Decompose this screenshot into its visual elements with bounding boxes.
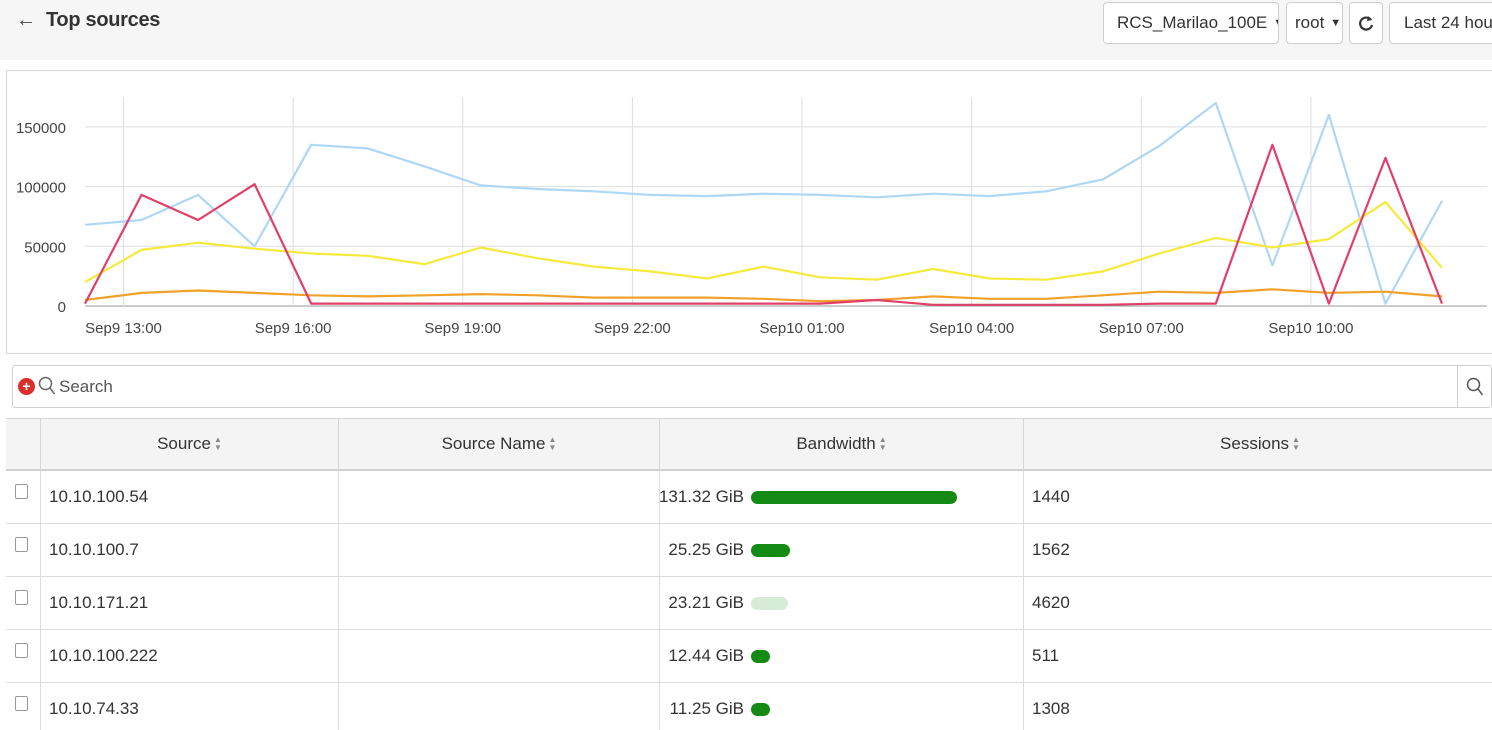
x-tick-label: Sep9 16:00	[255, 320, 332, 337]
row-checkbox[interactable]	[15, 589, 28, 605]
bandwidth-line-chart: 150000 100000 50000 0 Sep9 13:00 Sep9 16:00 Se…	[16, 97, 1487, 337]
time-range-selector[interactable]: Last 24 hou	[1389, 2, 1492, 44]
search-button[interactable]	[1457, 366, 1491, 407]
refresh-icon	[1359, 16, 1374, 31]
bandwidth-cell: 11.25 GiB	[660, 683, 1024, 730]
bandwidth-bar	[751, 543, 790, 557]
sort-icon: ▲ ▼	[1292, 435, 1300, 452]
row-select-cell	[6, 683, 41, 730]
source-cell: 10.10.100.7	[41, 524, 339, 576]
series-line	[84, 288, 1443, 303]
bandwidth-cell: 12.44 GiB	[660, 630, 1024, 682]
table-row[interactable]: 10.10.171.21 23.21 GiB 4620	[6, 577, 1492, 630]
search-icon	[38, 376, 56, 395]
series-line	[84, 143, 1444, 306]
column-header-sessions[interactable]: Sessions ▲ ▼	[1024, 419, 1492, 469]
bandwidth-value: 25.25 GiB	[668, 540, 744, 559]
column-header-source-name[interactable]: Source Name ▲ ▼	[339, 419, 660, 469]
search-bar: +	[12, 365, 1492, 408]
sessions-cell: 1308	[1032, 699, 1070, 718]
row-select-cell	[6, 471, 41, 523]
series-line	[84, 201, 1443, 284]
sessions-cell: 1562	[1032, 540, 1070, 559]
row-select-cell	[6, 524, 41, 576]
search-input[interactable]	[59, 372, 1409, 402]
source-cell: 10.10.74.33	[41, 683, 339, 730]
table-header: Source ▲ ▼ Source Name ▲ ▼ Bandwidth ▲ ▼ Se…	[6, 419, 1492, 471]
column-header-bandwidth[interactable]: Bandwidth ▲ ▼	[660, 419, 1024, 469]
series-line	[84, 101, 1443, 305]
bandwidth-cell: 23.21 GiB	[660, 577, 1024, 629]
bandwidth-value: 131.32 GiB	[658, 487, 744, 506]
x-tick-label: Sep10 04:00	[929, 320, 1014, 337]
source-name-cell	[339, 524, 660, 576]
table-row[interactable]: 10.10.100.222 12.44 GiB 511	[6, 630, 1492, 683]
sort-icon: ▲ ▼	[213, 435, 222, 452]
x-tick-label: Sep10 07:00	[1099, 320, 1184, 337]
bandwidth-cell: 131.32 GiB	[658, 471, 1024, 523]
time-range-label: Last 24 hou	[1404, 13, 1492, 32]
refresh-button[interactable]	[1349, 2, 1383, 44]
y-tick-label: 150000	[16, 120, 66, 137]
page-title: Top sources	[46, 9, 161, 31]
table-row[interactable]: 10.10.100.7 25.25 GiB 1562	[6, 524, 1492, 577]
bandwidth-chart-panel: 150000 100000 50000 0 Sep9 13:00 Sep9 16:00 Se…	[6, 70, 1492, 354]
caret-down-icon: ▼	[1273, 17, 1278, 29]
source-cell: 10.10.100.54	[41, 471, 339, 523]
x-tick-label: Sep10 10:00	[1268, 320, 1353, 337]
row-checkbox[interactable]	[15, 642, 28, 658]
caret-down-icon: ▼	[1330, 17, 1342, 29]
user-selector[interactable]: root ▼	[1286, 2, 1343, 44]
source-name-cell	[339, 471, 660, 523]
column-label: Bandwidth	[796, 434, 876, 453]
device-selector[interactable]: RCS_Marilao_100E ▼	[1103, 2, 1279, 44]
source-name-cell	[339, 683, 660, 730]
add-filter-icon[interactable]: +	[18, 378, 35, 395]
row-checkbox[interactable]	[15, 536, 28, 552]
row-select-cell	[6, 630, 41, 682]
arrow-left-icon[interactable]: ←	[16, 9, 36, 31]
source-cell: 10.10.171.21	[41, 577, 339, 629]
user-label: root	[1295, 13, 1325, 32]
x-tick-label: Sep9 22:00	[594, 320, 671, 337]
bandwidth-bar	[751, 702, 770, 716]
x-tick-label: Sep10 01:00	[760, 320, 845, 337]
sessions-cell: 4620	[1032, 593, 1070, 612]
bandwidth-bar	[751, 490, 957, 504]
row-select-cell	[6, 577, 41, 629]
bandwidth-value: 23.21 GiB	[668, 593, 744, 612]
column-label: Source	[157, 434, 211, 453]
sort-icon: ▲ ▼	[878, 435, 887, 452]
source-cell: 10.10.100.222	[41, 630, 339, 682]
top-sources-table: Source ▲ ▼ Source Name ▲ ▼ Bandwidth ▲ ▼ Se…	[6, 418, 1492, 730]
source-name-cell	[339, 630, 660, 682]
sessions-cell: 511	[1032, 646, 1060, 665]
bandwidth-bar	[751, 596, 788, 610]
y-tick-label: 50000	[24, 239, 66, 256]
source-name-cell	[339, 577, 660, 629]
search-icon	[1466, 377, 1483, 395]
bandwidth-bar	[751, 649, 770, 663]
x-tick-label: Sep9 19:00	[424, 320, 501, 337]
row-checkbox[interactable]	[15, 695, 28, 711]
column-label: Sessions	[1220, 434, 1290, 453]
y-tick-label: 100000	[16, 180, 66, 197]
y-tick-label: 0	[58, 299, 66, 316]
sessions-cell: 1440	[1032, 487, 1070, 506]
select-column-header	[6, 419, 41, 469]
bandwidth-cell: 25.25 GiB	[660, 524, 1024, 576]
device-label: RCS_Marilao_100E	[1117, 13, 1268, 32]
bandwidth-value: 12.44 GiB	[668, 646, 744, 665]
sort-icon: ▲ ▼	[548, 435, 557, 452]
row-checkbox[interactable]	[15, 483, 28, 499]
bandwidth-value: 11.25 GiB	[669, 699, 744, 718]
x-tick-label: Sep9 13:00	[85, 320, 162, 337]
table-row[interactable]: 10.10.74.33 11.25 GiB 1308	[6, 683, 1492, 730]
top-bar: ← Top sources RCS_Marilao_100E ▼ root ▼ …	[0, 0, 1492, 60]
table-row[interactable]: 10.10.100.54 131.32 GiB 1440	[6, 471, 1492, 524]
column-header-source[interactable]: Source ▲ ▼	[41, 419, 339, 469]
column-label: Source Name	[441, 434, 546, 453]
